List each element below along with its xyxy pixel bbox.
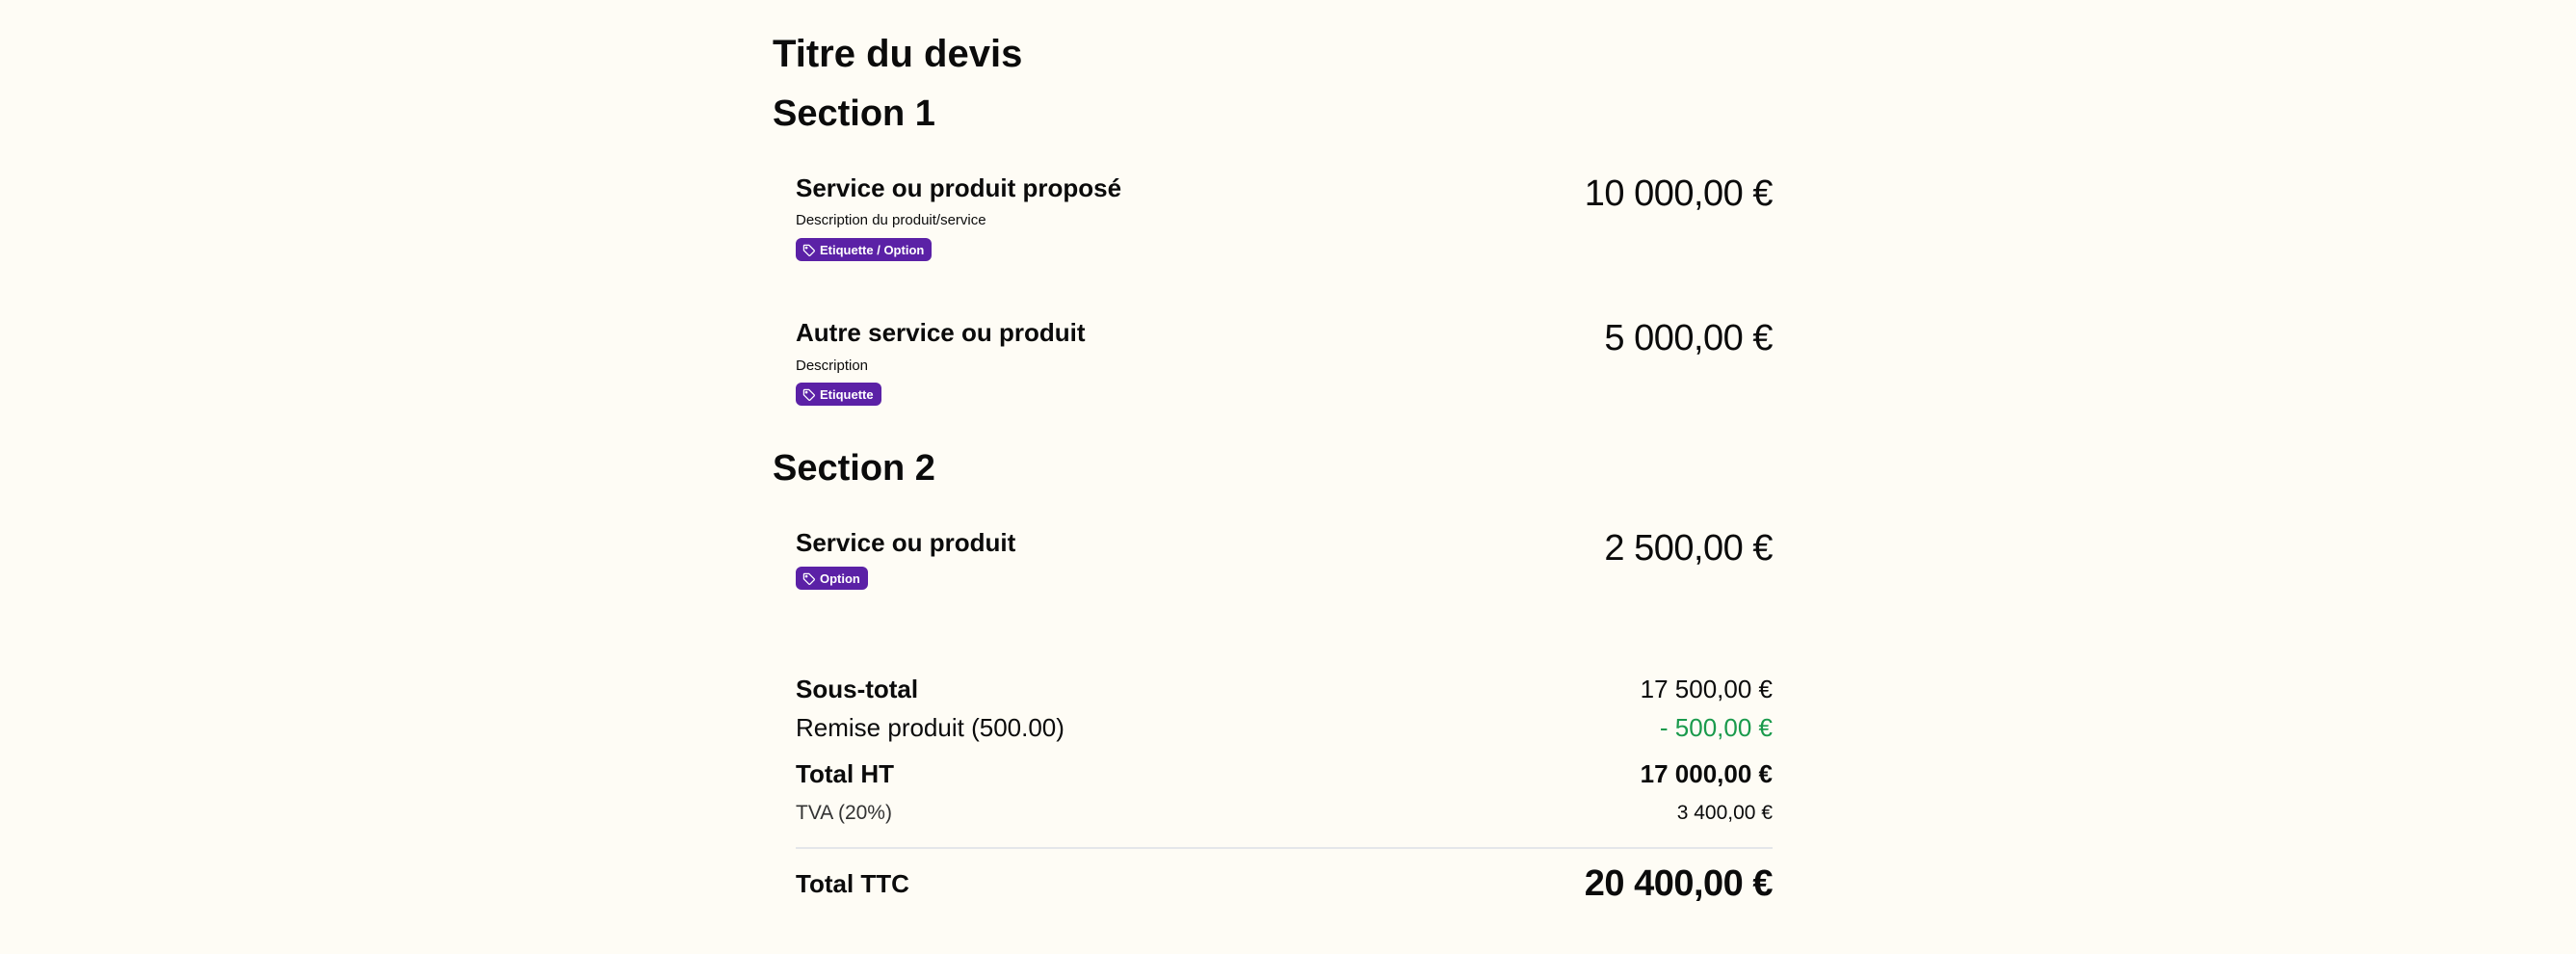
subtotal-label: Sous-total (796, 675, 919, 703)
total-ttc-label: Total TTC (796, 869, 909, 898)
item-price: 5 000,00 € (1604, 318, 1773, 358)
total-ttc-value: 20 400,00 € (1584, 863, 1774, 904)
discount-label: Remise produit (500.00) (796, 713, 1065, 742)
total-ttc-row: Total TTC 20 400,00 € (796, 863, 1774, 905)
line-item: Service ou produit Option 2 500,00 € (796, 526, 1773, 594)
item-name: Service ou produit (796, 528, 1016, 557)
subtotal-value: 17 500,00 € (1640, 675, 1773, 703)
section-title-1: Section 1 (773, 93, 935, 134)
discount-row: Remise produit (500.00) - 500,00 € (796, 713, 1773, 743)
total-ht-label: Total HT (796, 759, 895, 788)
item-tag: Option (796, 567, 868, 590)
item-tag: Etiquette (796, 383, 881, 406)
total-ht-row: Total HT 17 000,00 € (796, 759, 1773, 789)
item-price: 10 000,00 € (1584, 173, 1774, 214)
quote-title: Titre du devis (773, 33, 1023, 75)
tag-icon (802, 572, 815, 585)
total-ht-value: 17 000,00 € (1640, 759, 1773, 788)
item-name: Autre service ou produit (796, 318, 1086, 347)
subtotal-row: Sous-total 17 500,00 € (796, 675, 1773, 704)
item-price: 2 500,00 € (1604, 528, 1773, 569)
tva-row: TVA (20%) 3 400,00 € (796, 802, 1773, 825)
discount-value: - 500,00 € (1659, 713, 1773, 742)
item-tag: Etiquette / Option (796, 238, 933, 261)
totals-divider (796, 847, 1773, 849)
line-item: Service ou produit proposé Description d… (796, 172, 1774, 264)
tag-icon (802, 388, 815, 401)
line-item: Autre service ou produit Description Eti… (796, 316, 1773, 409)
section-title-2: Section 2 (773, 448, 935, 489)
tva-label: TVA (20%) (796, 802, 892, 824)
tag-label: Etiquette (820, 386, 874, 402)
tag-icon (802, 244, 815, 256)
tva-value: 3 400,00 € (1676, 802, 1773, 824)
item-description: Description du produit/service (796, 212, 986, 228)
item-description: Description (796, 358, 869, 374)
tag-label: Option (820, 570, 860, 586)
item-name: Service ou produit proposé (796, 173, 1122, 202)
tag-label: Etiquette / Option (820, 242, 925, 257)
